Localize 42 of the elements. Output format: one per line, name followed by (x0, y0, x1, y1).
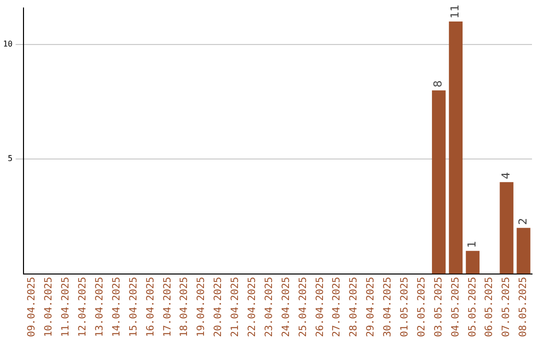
x-tick-label: 10.04.2025 (44, 276, 55, 338)
data-label: 2 (516, 218, 530, 225)
data-label: 11 (448, 4, 462, 19)
x-tick-label: 16.04.2025 (145, 276, 156, 338)
x-tick-label: 18.04.2025 (179, 276, 190, 338)
x-tick-label: 01.05.2025 (400, 276, 410, 338)
x-tick-label: 06.05.2025 (484, 276, 496, 338)
x-tick-label: 15.04.2025 (128, 276, 140, 338)
x-tick-label: 02.05.2025 (416, 276, 428, 338)
x-tick-label: 13.04.2025 (94, 276, 106, 338)
x-tick-label: 28.04.2025 (348, 276, 360, 338)
x-tick-label: 17.04.2025 (162, 276, 174, 338)
x-tick-label: 07.05.2025 (501, 276, 512, 338)
x-tick-label: 09.04.2025 (26, 276, 38, 338)
x-tick-label: 04.05.2025 (450, 276, 462, 338)
x-tick-label: 14.04.2025 (111, 276, 122, 338)
x-tick-label: 21.04.2025 (230, 276, 242, 338)
x-tick-label: 30.04.2025 (382, 276, 394, 338)
data-label: 1 (466, 240, 479, 248)
x-tick-label: 03.05.2025 (433, 276, 444, 338)
bar (516, 228, 530, 274)
data-label: 8 (432, 80, 445, 88)
x-tick-label: 23.04.2025 (264, 276, 275, 338)
data-label: 4 (499, 172, 512, 180)
x-tick-label: 26.04.2025 (314, 276, 326, 338)
bar (466, 250, 480, 274)
x-tick-label: 05.05.2025 (467, 276, 478, 338)
bar (500, 182, 514, 274)
x-tick-label: 12.04.2025 (78, 276, 89, 338)
x-tick-label: 27.04.2025 (332, 276, 343, 338)
x-tick-label: 25.04.2025 (298, 276, 309, 338)
x-tick-label: 11.04.2025 (60, 276, 72, 338)
y-tick-label: 5 (8, 154, 13, 164)
x-tick-label: 08.05.2025 (518, 276, 530, 338)
x-tick-label: 29.04.2025 (366, 276, 377, 338)
x-tick-label: 24.04.2025 (280, 276, 292, 338)
y-tick-label: 10 (2, 40, 13, 49)
bar (432, 90, 446, 274)
x-tick-label: 20.04.2025 (213, 276, 224, 338)
x-tick-label: 22.04.2025 (246, 276, 258, 338)
bar (448, 22, 463, 274)
x-tick-label: 19.04.2025 (196, 276, 208, 338)
